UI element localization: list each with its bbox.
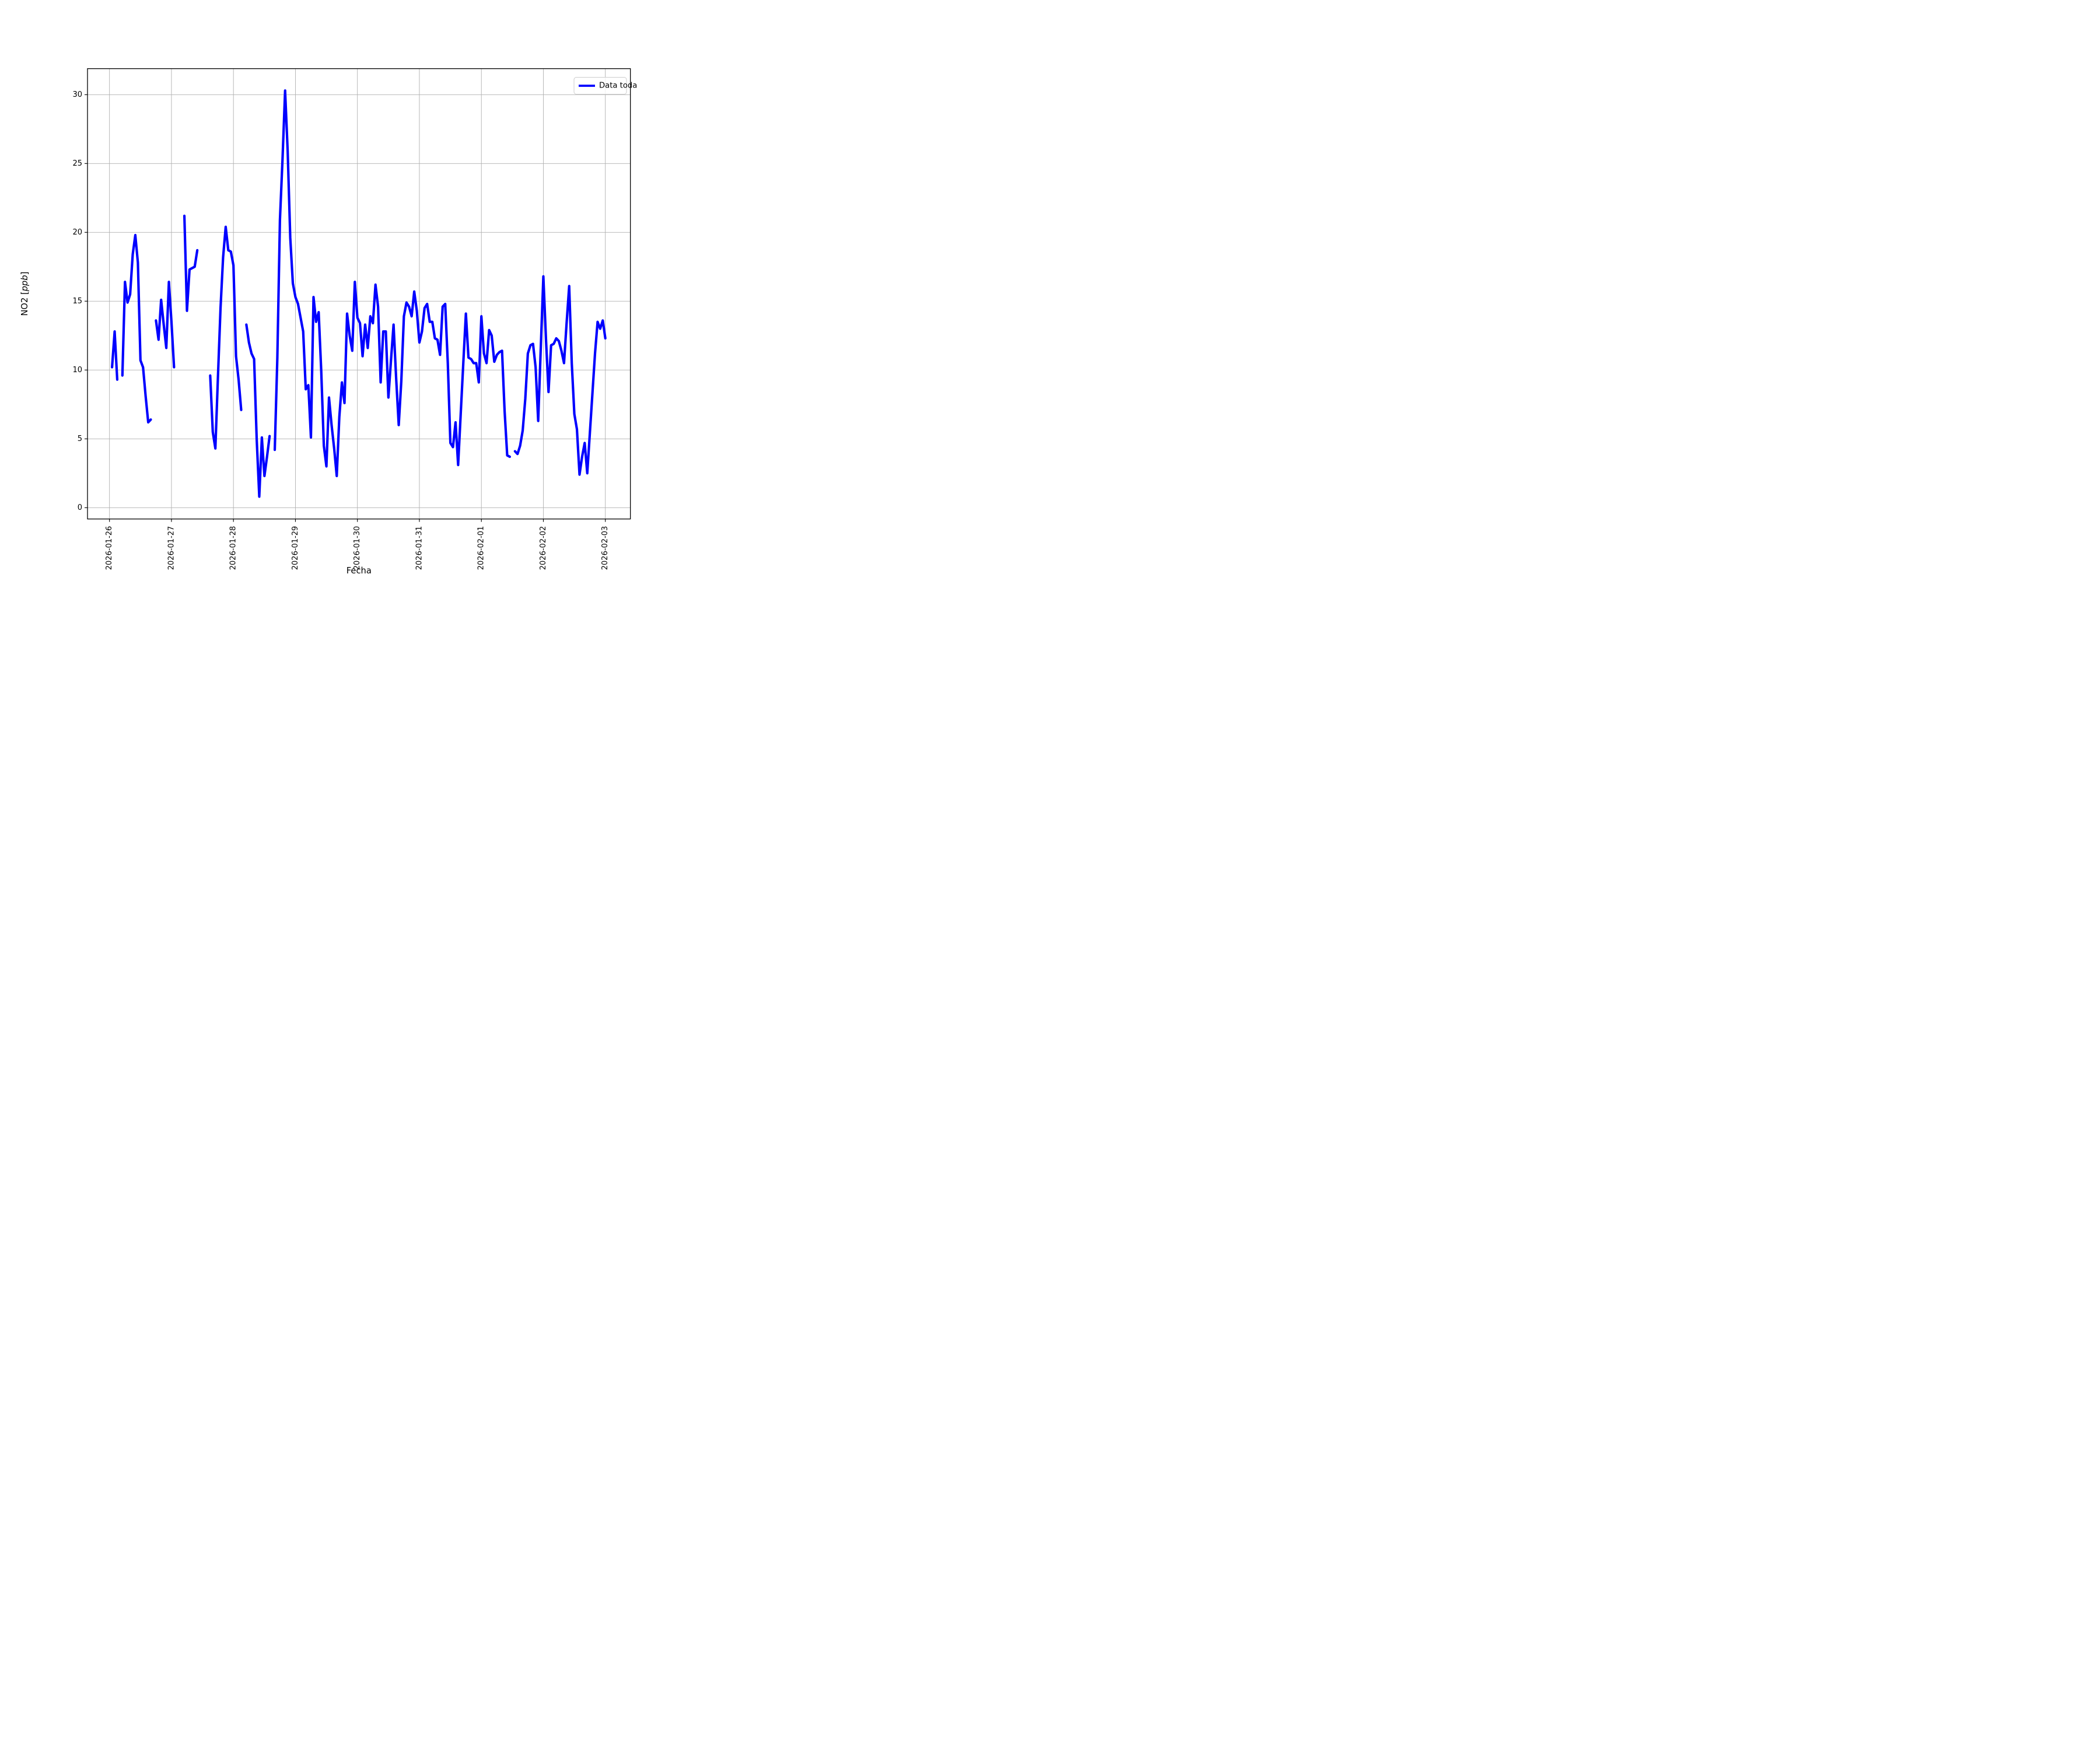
legend: Data toda: [573, 77, 637, 94]
y-tick-label: 30: [72, 90, 82, 99]
x-tick-label: 2026-02-03: [601, 526, 610, 570]
x-tick-label: 2026-01-27: [167, 526, 176, 570]
data-line-segment: [155, 281, 176, 369]
x-tick-label: 2026-01-28: [229, 526, 238, 570]
data-line-segment: [513, 275, 607, 476]
y-tick-labels: 0 5 10 15 20 25 30: [72, 90, 82, 512]
tick-marks: [85, 94, 606, 522]
legend-entry-label: Data toda: [599, 82, 637, 90]
legend-box: [573, 77, 627, 94]
y-tick-label: 0: [78, 503, 82, 512]
x-tick-label: 2026-01-29: [291, 526, 300, 570]
x-tick-label: 2026-02-01: [477, 526, 486, 570]
no2-line-chart: 2026-01-26 2026-01-27 2026-01-28 2026-01-29…: [0, 0, 700, 583]
x-tick-label: 2026-02-02: [539, 526, 548, 570]
data-line-segment: [121, 233, 152, 424]
x-tick-labels: 2026-01-26 2026-01-27 2026-01-28 2026-01-29…: [105, 526, 610, 570]
x-axis-label: Fecha: [346, 566, 372, 576]
data-series-data-toda: [111, 89, 607, 498]
x-tick-label: 2026-01-31: [415, 526, 424, 570]
plot-area: [88, 68, 631, 519]
y-tick-label: 10: [72, 366, 82, 374]
data-line-segment: [111, 330, 119, 381]
data-line-segment: [245, 323, 271, 498]
axes-spines: [87, 68, 631, 520]
y-tick-label: 20: [72, 228, 82, 237]
data-line-segment: [209, 225, 243, 450]
y-axis-label: NO2 [ppb]: [20, 272, 30, 316]
x-tick-label: 2026-01-30: [353, 526, 362, 570]
x-tick-label: 2026-01-26: [105, 526, 114, 570]
data-line-segment: [183, 214, 199, 312]
y-tick-label: 25: [72, 159, 82, 168]
data-line-segment: [273, 89, 512, 478]
y-tick-label: 15: [72, 297, 82, 306]
y-tick-label: 5: [78, 435, 82, 443]
figure: 2026-01-26 2026-01-27 2026-01-28 2026-01-29…: [0, 0, 700, 583]
